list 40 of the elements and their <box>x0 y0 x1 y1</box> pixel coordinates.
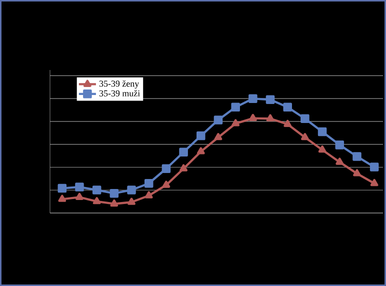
point <box>214 132 222 140</box>
point <box>144 191 153 198</box>
point <box>318 127 327 136</box>
point <box>92 197 101 204</box>
point <box>110 199 118 207</box>
point <box>128 198 136 205</box>
point <box>75 182 84 192</box>
point <box>110 188 119 198</box>
legend-label: 35-39 ženy <box>99 80 140 89</box>
point <box>162 180 170 188</box>
point <box>266 114 274 122</box>
point <box>266 95 275 104</box>
point <box>335 140 344 150</box>
point <box>370 162 379 172</box>
point <box>196 147 205 154</box>
point <box>284 120 292 127</box>
point <box>58 184 67 193</box>
point <box>352 152 362 161</box>
point <box>179 148 188 157</box>
point <box>162 164 171 173</box>
point <box>336 158 344 165</box>
point <box>76 192 84 200</box>
point <box>92 186 102 194</box>
point <box>353 169 361 176</box>
point <box>232 119 240 126</box>
point <box>370 178 378 186</box>
point <box>248 114 257 122</box>
point <box>248 94 258 103</box>
point <box>231 102 240 112</box>
point <box>144 178 154 188</box>
point <box>283 102 292 112</box>
point <box>214 116 223 124</box>
point <box>301 132 309 140</box>
point <box>127 186 136 194</box>
point <box>318 145 326 153</box>
point <box>196 131 206 140</box>
point <box>58 194 66 202</box>
point <box>180 164 188 172</box>
legend-label: 35-39 muži <box>99 90 140 96</box>
point <box>300 114 310 123</box>
